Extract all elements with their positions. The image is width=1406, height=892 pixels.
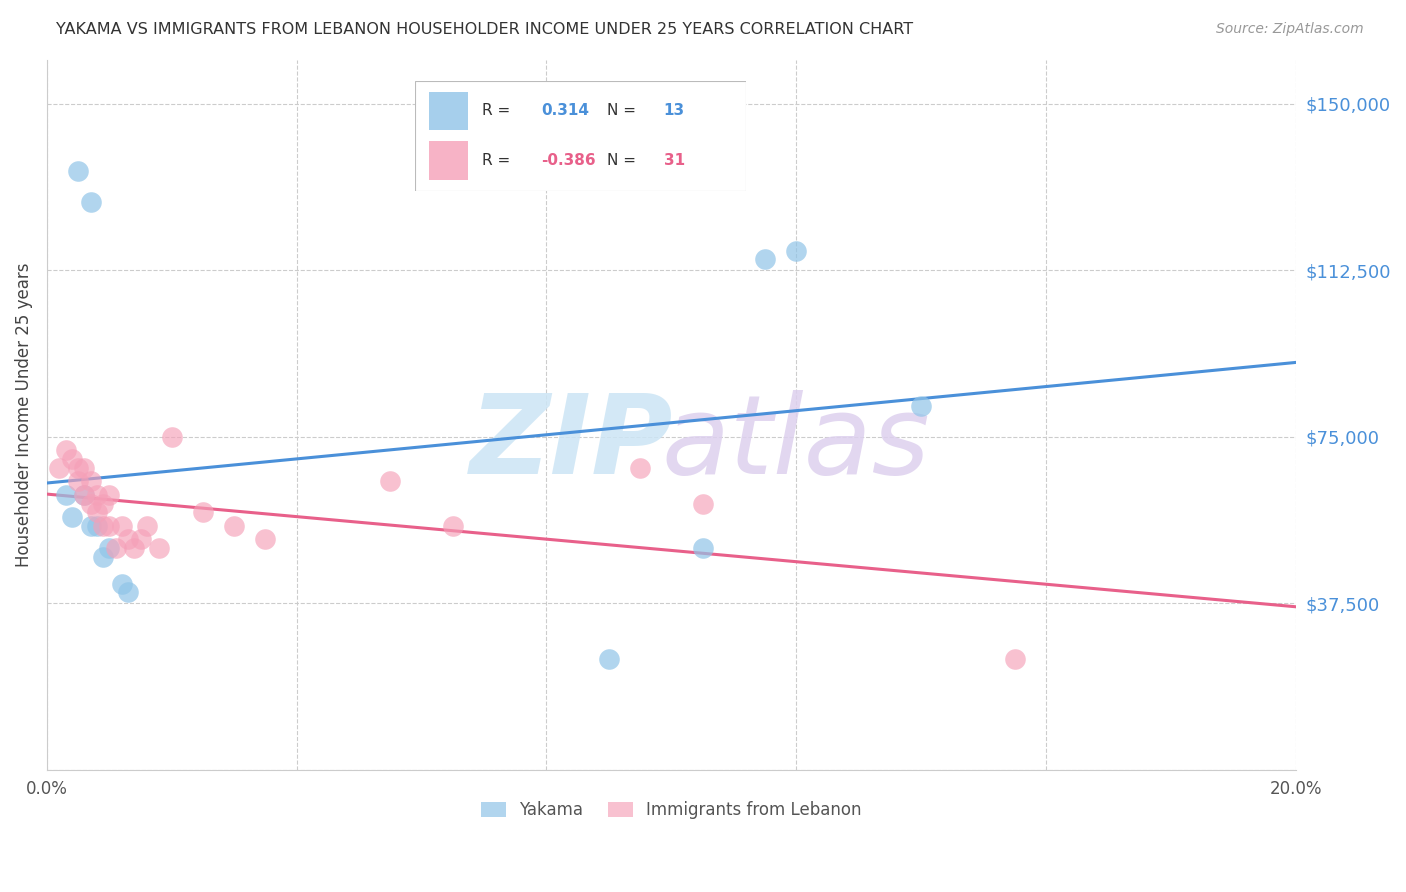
Point xyxy=(111,518,134,533)
Point xyxy=(598,652,620,666)
Point xyxy=(754,252,776,267)
Point xyxy=(73,488,96,502)
Point xyxy=(104,541,127,555)
Y-axis label: Householder Income Under 25 years: Householder Income Under 25 years xyxy=(15,262,32,567)
Point xyxy=(91,549,114,564)
Point xyxy=(55,488,77,502)
Point xyxy=(117,585,139,599)
Point xyxy=(785,244,807,258)
Text: YAKAMA VS IMMIGRANTS FROM LEBANON HOUSEHOLDER INCOME UNDER 25 YEARS CORRELATION : YAKAMA VS IMMIGRANTS FROM LEBANON HOUSEH… xyxy=(56,22,914,37)
Point xyxy=(67,461,90,475)
Point xyxy=(160,430,183,444)
Point xyxy=(124,541,146,555)
Point xyxy=(224,518,246,533)
Point xyxy=(910,399,932,413)
Text: ZIP: ZIP xyxy=(470,390,673,497)
Text: Source: ZipAtlas.com: Source: ZipAtlas.com xyxy=(1216,22,1364,37)
Text: atlas: atlas xyxy=(662,390,931,497)
Point xyxy=(67,163,90,178)
Point xyxy=(79,497,101,511)
Legend: Yakama, Immigrants from Lebanon: Yakama, Immigrants from Lebanon xyxy=(474,794,869,826)
Point xyxy=(73,488,96,502)
Point xyxy=(73,461,96,475)
Point xyxy=(628,461,651,475)
Point xyxy=(111,576,134,591)
Point xyxy=(98,541,121,555)
Point xyxy=(86,488,108,502)
Point xyxy=(692,497,714,511)
Point xyxy=(135,518,157,533)
Point xyxy=(129,532,152,546)
Point xyxy=(60,510,83,524)
Point xyxy=(91,518,114,533)
Point xyxy=(117,532,139,546)
Point xyxy=(60,452,83,467)
Point xyxy=(48,461,70,475)
Point xyxy=(380,475,402,489)
Point xyxy=(67,475,90,489)
Point xyxy=(86,506,108,520)
Point xyxy=(191,506,214,520)
Point xyxy=(79,518,101,533)
Point xyxy=(1004,652,1026,666)
Point xyxy=(148,541,170,555)
Point xyxy=(55,443,77,458)
Point xyxy=(86,518,108,533)
Point xyxy=(692,541,714,555)
Point xyxy=(98,518,121,533)
Point xyxy=(79,475,101,489)
Point xyxy=(79,194,101,209)
Point xyxy=(98,488,121,502)
Point xyxy=(441,518,464,533)
Point xyxy=(254,532,277,546)
Point xyxy=(91,497,114,511)
